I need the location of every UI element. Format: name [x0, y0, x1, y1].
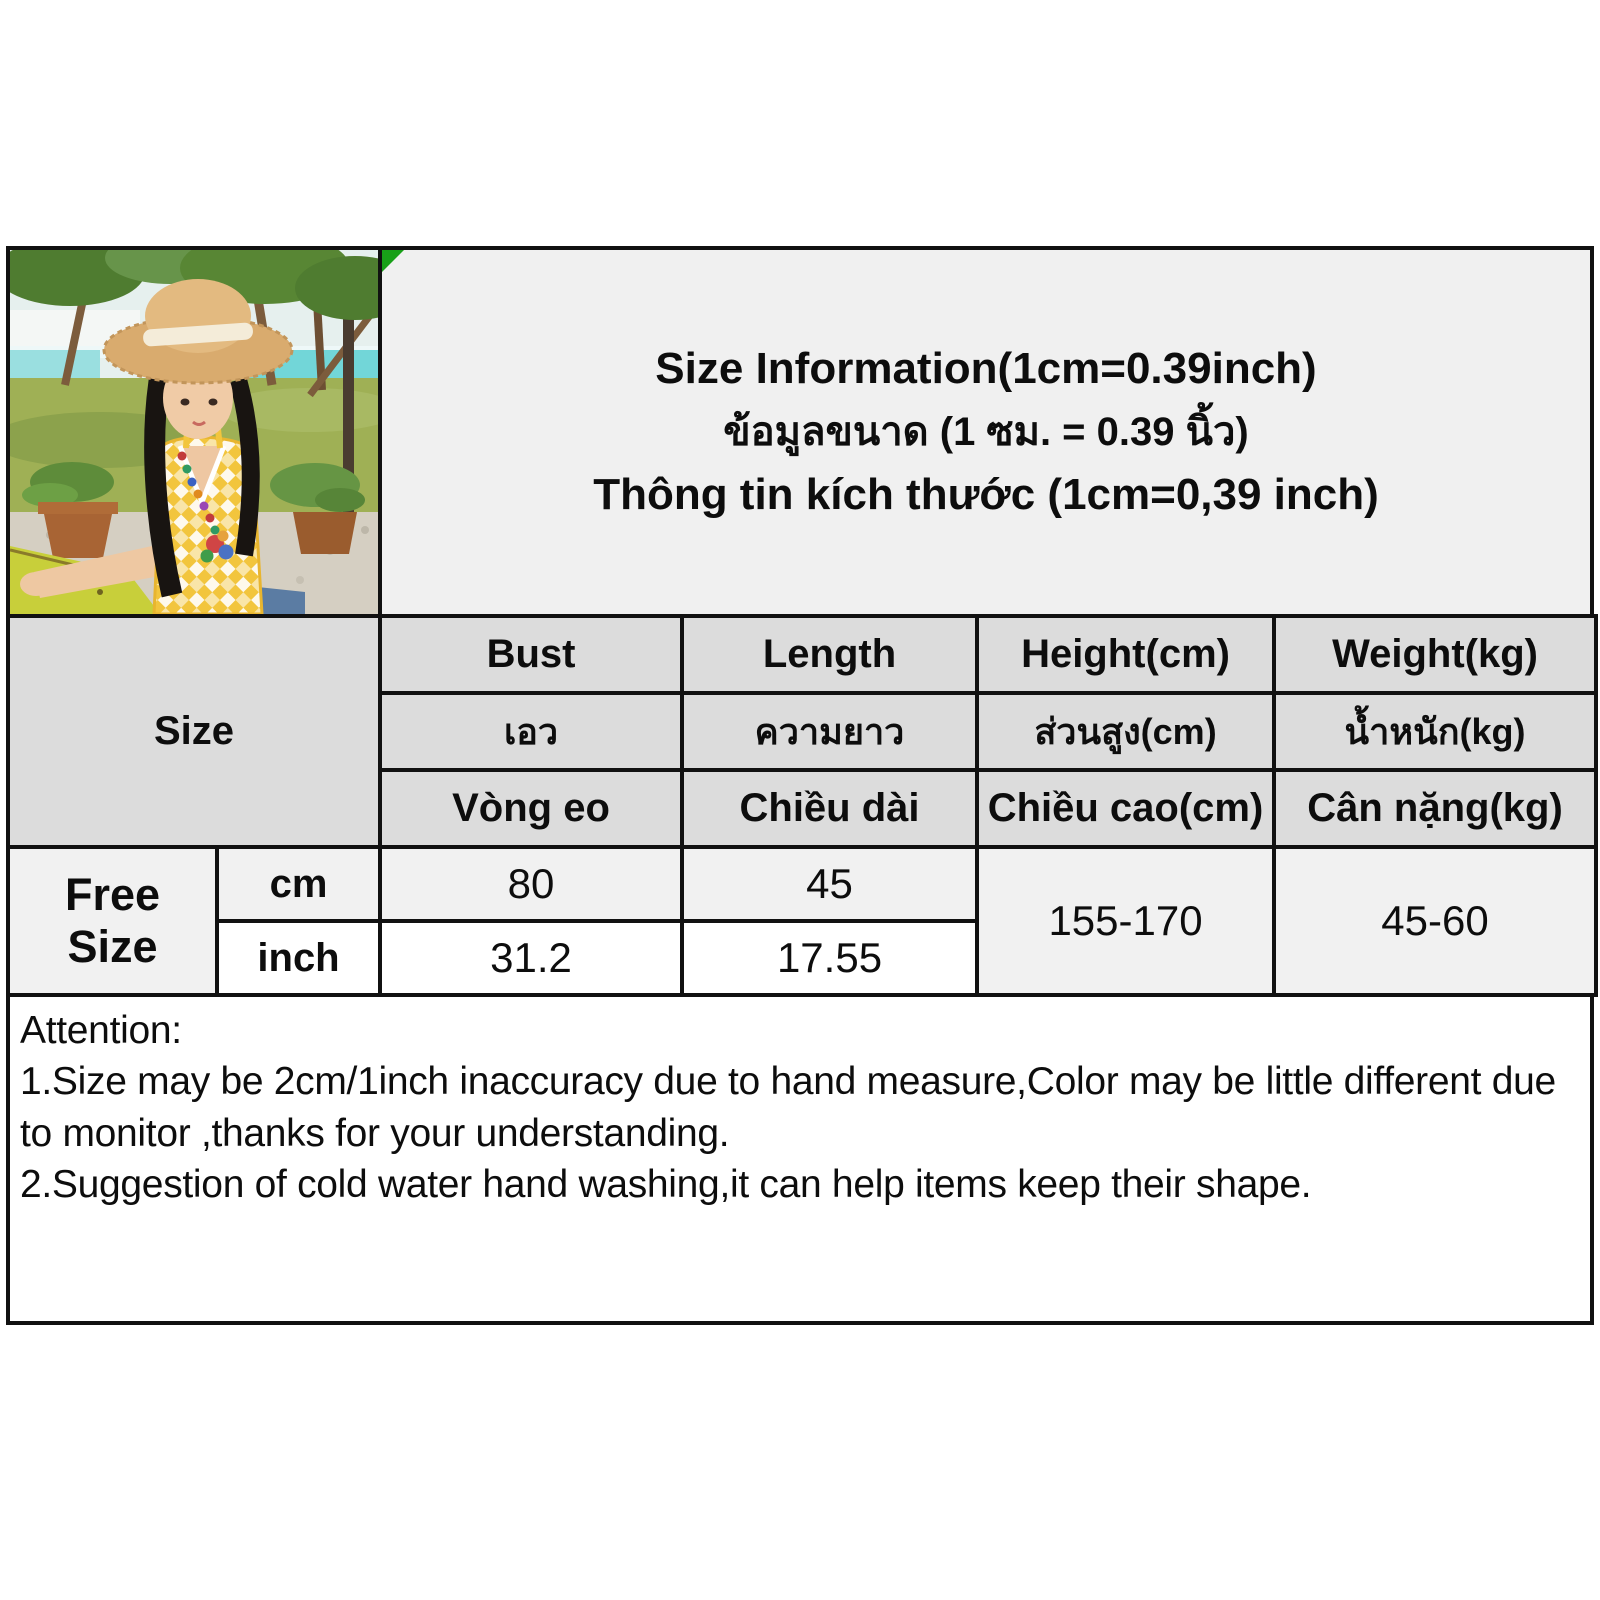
title-vietnamese: Thông tin kích thước (1cm=0,39 inch)	[593, 470, 1379, 519]
data-row-cm: Free Size cm 80 45 155-170 45-60	[6, 845, 1599, 997]
header-height-vi: Chiều cao(cm)	[975, 768, 1277, 849]
header-bust-vi: Vòng eo	[378, 768, 685, 849]
product-photo	[10, 250, 378, 614]
title-thai: ข้อมูลขนาด (1 ซม. = 0.39 นิ้ว)	[723, 410, 1249, 454]
header-length-vi: Chiều dài	[680, 768, 980, 849]
header-weight-en: Weight(kg)	[1272, 614, 1599, 695]
weight-range-value: 45-60	[1272, 845, 1599, 997]
attention-title: Attention:	[20, 1009, 182, 1052]
header-weight-th: น้ำหนัก(kg)	[1272, 691, 1599, 772]
header-row-thai: เอว ความยาว ส่วนสูง(cm) น้ำหนัก(kg)	[8, 691, 1599, 772]
unit-cm: cm	[214, 845, 383, 923]
attention-note-1: 1.Size may be 2cm/1inch inaccuracy due t…	[20, 1060, 1556, 1155]
header-weight-vi: Cân nặng(kg)	[1272, 768, 1599, 849]
attention-box: Attention: 1.Size may be 2cm/1inch inacc…	[6, 993, 1594, 1325]
green-corner-marker-icon	[382, 250, 404, 272]
attention-note-2: 2.Suggestion of cold water hand washing,…	[20, 1163, 1312, 1207]
size-table: Size Bust Length Height(cm) Weight(kg) เ…	[5, 614, 1599, 997]
header-row-vietnamese: Vòng eo Chiều dài Chiều cao(cm) Cân nặng…	[8, 768, 1599, 849]
header-row-english: Size Bust Length Height(cm) Weight(kg)	[5, 614, 1599, 849]
header-length-en: Length	[680, 614, 980, 695]
bust-inch-value: 31.2	[378, 919, 685, 997]
size-chart: Size Information(1cm=0.39inch) ข้อมูลขนา…	[5, 246, 1599, 1325]
length-inch-value: 17.55	[680, 919, 980, 997]
height-range-value: 155-170	[975, 845, 1277, 997]
header-height-th: ส่วนสูง(cm)	[975, 691, 1277, 772]
header-bust-th: เอว	[378, 691, 685, 772]
unit-inch: inch	[214, 919, 383, 997]
row-label-free-size: Free Size	[6, 845, 219, 997]
bust-cm-value: 80	[378, 845, 685, 923]
header-bust-en: Bust	[378, 614, 685, 695]
header-length-th: ความยาว	[680, 691, 980, 772]
title-english: Size Information(1cm=0.39inch)	[655, 343, 1317, 393]
data-row-inch: inch 31.2 17.55	[8, 919, 1596, 997]
length-cm-value: 45	[680, 845, 980, 923]
product-photo-cell	[10, 250, 382, 614]
size-corner-cell: Size	[5, 614, 383, 849]
size-info-title-panel: Size Information(1cm=0.39inch) ข้อมูลขนา…	[382, 250, 1590, 614]
header-height-en: Height(cm)	[975, 614, 1277, 695]
top-row: Size Information(1cm=0.39inch) ข้อมูลขนา…	[6, 246, 1594, 618]
